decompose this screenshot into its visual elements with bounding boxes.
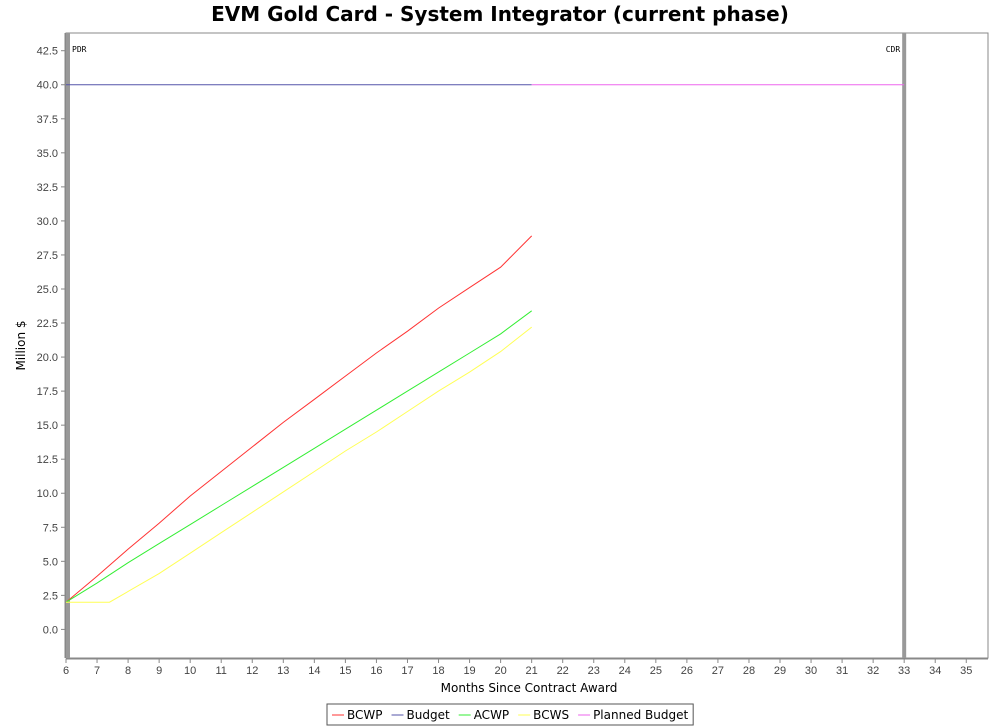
y-tick-label: 12.5 xyxy=(37,454,58,466)
legend-item-bcws: BCWS xyxy=(518,708,569,722)
y-tick-label: 20.0 xyxy=(37,352,58,364)
y-axis: 0.0 2.5 5.0 7.5 10.0 12.5 15.0 17.5 20.0 22.5 25.0… xyxy=(37,33,66,658)
y-tick-label: 42.5 xyxy=(37,46,58,58)
y-tick-label: 32.5 xyxy=(37,182,58,194)
y-tick-label: 5.0 xyxy=(43,556,58,568)
x-tick-label: 19 xyxy=(463,665,475,677)
marker-label-pdr: PDR xyxy=(72,45,87,54)
y-tick-label: 0.0 xyxy=(43,624,58,636)
x-tick-label: 12 xyxy=(246,665,258,677)
y-tick-label: 17.5 xyxy=(37,386,58,398)
x-tick-label: 23 xyxy=(588,665,600,677)
x-tick-label: 31 xyxy=(836,665,848,677)
y-tick-label: 30.0 xyxy=(37,216,58,228)
y-tick-label: 15.0 xyxy=(37,420,58,432)
legend-item-acwp: ACWP xyxy=(458,708,509,722)
x-tick-label: 35 xyxy=(960,665,972,677)
x-tick-label: 13 xyxy=(277,665,289,677)
x-tick-label: 6 xyxy=(63,665,69,677)
y-tick-label: 10.0 xyxy=(37,488,58,500)
legend-item-budget: Budget xyxy=(391,708,450,722)
x-axis: 6 7 8 9 10 11 12 13 14 15 16 17 18 19 20 21 22 23 24 25 26 27… xyxy=(63,658,988,677)
legend-item-planned-budget: Planned Budget xyxy=(578,708,688,722)
y-tick-label: 37.5 xyxy=(37,114,58,126)
legend: BCWP Budget ACWP BCWS Planned Budget xyxy=(326,703,694,726)
x-tick-label: 28 xyxy=(743,665,755,677)
plot-area xyxy=(65,32,989,659)
x-tick-label: 20 xyxy=(494,665,506,677)
y-tick-label: 40.0 xyxy=(37,80,58,92)
x-tick-label: 16 xyxy=(370,665,382,677)
x-tick-label: 25 xyxy=(650,665,662,677)
x-tick-label: 34 xyxy=(929,665,941,677)
x-tick-label: 30 xyxy=(805,665,817,677)
series-acwp xyxy=(65,310,532,603)
x-tick-label: 14 xyxy=(308,665,320,677)
x-tick-label: 11 xyxy=(216,665,227,677)
x-tick-label: 9 xyxy=(156,665,162,677)
y-axis-label: Million $ xyxy=(14,320,28,370)
legend-box xyxy=(326,703,694,726)
x-tick-label: 26 xyxy=(681,665,693,677)
marker-label-cdr: CDR xyxy=(886,45,901,54)
x-tick-label: 8 xyxy=(125,665,131,677)
x-tick-label: 15 xyxy=(339,665,351,677)
legend-label-acwp: ACWP xyxy=(474,708,509,722)
series-bcws xyxy=(66,326,533,603)
series-bcwp xyxy=(65,235,533,603)
plot-background xyxy=(65,32,989,659)
x-tick-label: 10 xyxy=(184,665,196,677)
x-tick-label: 33 xyxy=(898,665,910,677)
y-tick-label: 2.5 xyxy=(43,590,58,602)
x-tick-label: 32 xyxy=(867,665,879,677)
legend-label-bcwp: BCWP xyxy=(347,708,383,722)
x-tick-label: 7 xyxy=(94,665,100,677)
x-axis-label: Months Since Contract Award xyxy=(441,681,618,695)
phase-markers: PDR CDR xyxy=(66,33,907,658)
legend-label-planned-budget: Planned Budget xyxy=(593,708,688,722)
x-tick-label: 29 xyxy=(774,665,786,677)
x-tick-label: 24 xyxy=(619,665,631,677)
y-tick-label: 35.0 xyxy=(37,148,58,160)
chart-title: EVM Gold Card - System Integrator (curre… xyxy=(211,2,789,26)
y-tick-label: 7.5 xyxy=(43,522,58,534)
legend-label-bcws: BCWS xyxy=(533,708,569,722)
legend-item-bcwp: BCWP xyxy=(332,708,383,722)
series-lines xyxy=(65,84,905,603)
y-tick-label: 27.5 xyxy=(37,250,58,262)
x-tick-label: 22 xyxy=(557,665,569,677)
legend-label-budget: Budget xyxy=(407,708,450,722)
x-tick-label: 21 xyxy=(526,665,538,677)
x-tick-label: 17 xyxy=(401,665,413,677)
y-tick-label: 22.5 xyxy=(37,318,58,330)
x-tick-label: 18 xyxy=(432,665,444,677)
x-tick-label: 27 xyxy=(712,665,724,677)
y-tick-label: 25.0 xyxy=(37,284,58,296)
